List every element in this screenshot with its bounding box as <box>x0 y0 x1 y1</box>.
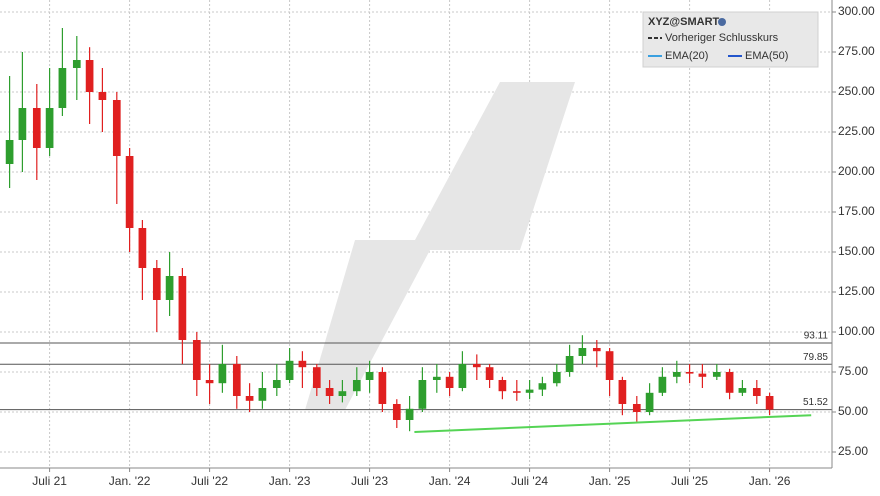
x-tick-label: Juli 21 <box>32 474 67 488</box>
candle-body <box>578 348 587 356</box>
y-tick-label: 100.00 <box>838 324 875 338</box>
y-tick-label: 250.00 <box>838 84 875 98</box>
x-tick-label: Jan. '23 <box>269 474 311 488</box>
x-tick-label: Jan. '26 <box>749 474 791 488</box>
candle-body <box>538 383 547 390</box>
candle-body <box>498 380 507 392</box>
candle-body <box>98 92 107 100</box>
candle-body <box>338 391 347 396</box>
candle-body <box>405 408 414 420</box>
candle-body <box>392 404 401 420</box>
candle-body <box>512 391 521 393</box>
x-tick-label: Juli '25 <box>671 474 708 488</box>
y-tick-label: 300.00 <box>838 4 875 18</box>
x-tick-label: Juli '23 <box>351 474 388 488</box>
x-tick-label: Juli '24 <box>511 474 548 488</box>
candle-body <box>352 380 361 392</box>
y-tick-label: 25.00 <box>838 444 868 458</box>
candle-body <box>565 356 574 372</box>
candle-body <box>45 108 54 148</box>
legend-label: EMA(20) <box>665 50 708 62</box>
legend-label: Vorheriger Schlusskurs <box>665 32 779 44</box>
level-label: 79.85 <box>803 352 828 363</box>
candle-body <box>5 140 14 164</box>
candle-body <box>165 276 174 300</box>
candle-body <box>618 380 627 404</box>
x-tick-label: Jan. '22 <box>109 474 151 488</box>
candle-body <box>218 364 227 384</box>
legend-box <box>642 11 819 68</box>
candle-body <box>752 388 761 396</box>
y-tick-label: 125.00 <box>838 284 875 298</box>
candle-body <box>458 364 467 388</box>
candle-body <box>725 372 734 393</box>
x-tick-label: Jan. '24 <box>429 474 471 488</box>
candle-body <box>418 380 427 409</box>
candle-body <box>472 364 481 368</box>
watermark <box>305 82 575 410</box>
candle-body <box>178 276 187 340</box>
candle-body <box>378 372 387 404</box>
candle-body <box>632 404 641 412</box>
candle-body <box>58 68 67 108</box>
candle-body <box>432 376 441 380</box>
candle-body <box>18 108 27 140</box>
candle-body <box>605 351 614 380</box>
candle-body <box>738 388 747 393</box>
trend-line <box>414 414 812 433</box>
y-tick-label: 75.00 <box>838 364 868 378</box>
candle-body <box>205 380 214 384</box>
candle-body <box>125 156 134 228</box>
legend-title: XYZ@SMART <box>648 16 720 28</box>
legend: XYZ@SMART Vorheriger Schlusskurs EMA(20) E… <box>642 11 819 68</box>
candle-body <box>698 373 707 377</box>
candle-body <box>552 372 561 384</box>
candle-body <box>312 367 321 388</box>
candle-body <box>298 360 307 368</box>
candle-body <box>765 396 774 410</box>
y-tick-label: 175.00 <box>838 204 875 218</box>
candle-body <box>152 268 161 300</box>
candle-body <box>592 348 601 352</box>
level-label: 51.52 <box>803 397 828 408</box>
candle-body <box>525 389 534 393</box>
candle-body <box>685 372 694 374</box>
y-tick-label: 200.00 <box>838 164 875 178</box>
candle-body <box>325 388 334 396</box>
legend-icon <box>718 18 726 26</box>
candle-body <box>645 392 654 412</box>
x-tick-label: Juli '22 <box>191 474 228 488</box>
candle-body <box>32 108 41 148</box>
candle-body <box>72 60 81 68</box>
candle-body <box>485 367 494 380</box>
candle-body <box>232 364 241 396</box>
legend-label: EMA(50) <box>745 50 788 62</box>
candle-body <box>445 376 454 388</box>
y-tick-label: 150.00 <box>838 244 875 258</box>
x-tick-label: Jan. '25 <box>589 474 631 488</box>
candle-body <box>272 380 281 388</box>
candle-body <box>712 372 721 377</box>
candle-body <box>258 388 267 401</box>
plot: 93.11 79.85 51.52 <box>0 28 832 433</box>
candle-body <box>672 372 681 377</box>
candle-body <box>285 360 294 380</box>
candle-body <box>138 228 147 268</box>
level-label: 93.11 <box>804 331 829 342</box>
candle-body <box>658 376 667 393</box>
y-tick-label: 275.00 <box>838 44 875 58</box>
candle-body <box>365 372 374 380</box>
y-tick-label: 225.00 <box>838 124 875 138</box>
candle-body <box>192 340 201 380</box>
candle-body <box>112 100 121 156</box>
candle-body <box>85 60 94 92</box>
y-tick-label: 50.00 <box>838 404 868 418</box>
candle-body <box>245 396 254 401</box>
